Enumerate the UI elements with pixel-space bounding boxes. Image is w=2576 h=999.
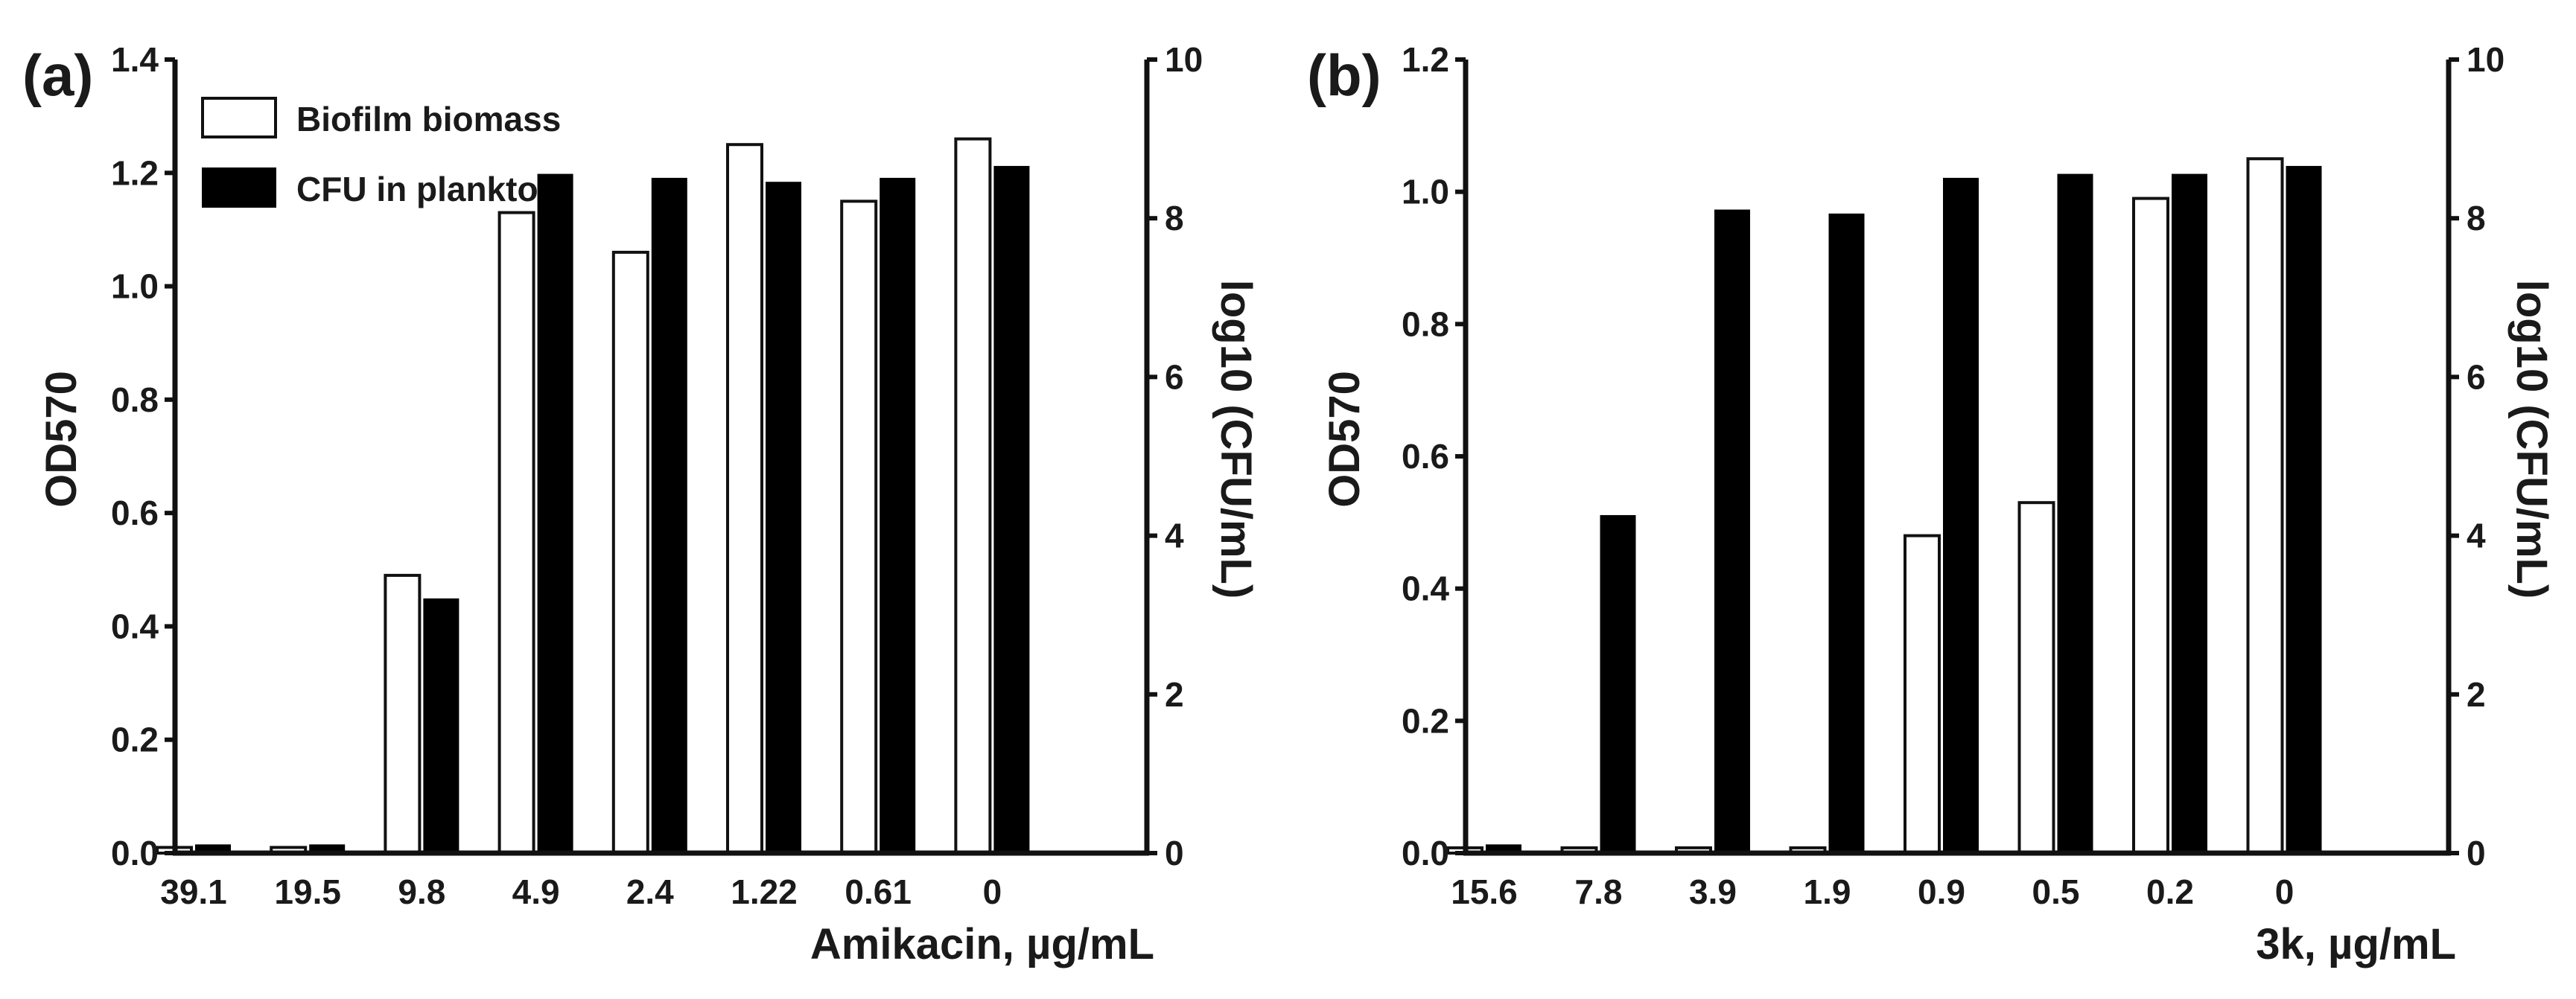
panel-b-y2-tick-label: 2 [2467,675,2486,714]
panel-b-bar-biofilm-4 [1904,534,1941,855]
panel-a-y2-tick-label: 0 [1165,834,1184,872]
panel-a-y-tick-label: 0.8 [111,380,159,419]
panel-a-y2-tick-label: 2 [1165,675,1184,714]
panel-b-x-tick-label: 15.6 [1451,872,1518,911]
panel-a-x-axis-title: Amikacin, µg/mL [810,920,1154,968]
panel-b-y-tick-label: 1.2 [1402,40,1449,79]
panel-b-y2-axis-title: log10 (CFU/mL) [2507,280,2556,599]
panel-a-bar-cfu-4 [651,177,687,854]
panel-b-x-tick-label: 0.9 [1918,872,1965,911]
panel-a: (a) OD570 log10 (CFU/mL) Amikacin, µg/mL… [22,40,1260,968]
panel-b-y2-tick-label: 10 [2467,40,2505,79]
panel-a-y-tick-label: 1.4 [111,40,159,79]
panel-a-y-tick-label: 0.6 [111,494,159,532]
panel-a-x-tick-label: 4.9 [512,872,560,911]
panel-a-x-tick-label: 9.8 [398,872,445,911]
panel-a-bar-biofilm-3 [497,211,535,855]
panel-a-x-tick-label: 0 [983,872,1002,911]
panel-a-x-tick-label: 39.1 [160,872,227,911]
panel-b-y-axis-title: OD570 [1320,371,1369,508]
panel-b-y-tick-label: 0.8 [1402,304,1449,343]
panel-b-bar-cfu-5 [2057,173,2093,854]
panel-b-y2-tick-label: 0 [2467,834,2486,872]
panel-a-bar-cfu-7 [993,165,1030,855]
panel-a-bar-biofilm-4 [611,250,649,855]
panel-a-bar-biofilm-6 [840,200,878,855]
legend-swatch-cfu [202,167,276,208]
panel-a-y-tick-label: 0.2 [111,721,159,759]
panel-b-y2-tick-label: 8 [2467,199,2486,237]
panel-b-bar-cfu-6 [2172,173,2207,854]
legend-label-cfu: CFU in plankton [296,170,559,208]
panel-b-y2-tick-label: 4 [2467,517,2486,555]
panel-a-x-tick-label: 19.5 [274,872,341,911]
panel-b-bar-cfu-7 [2286,165,2322,855]
panel-a-y-tick-label: 0.0 [111,834,159,872]
legend-label-biofilm: Biofilm biomass [296,100,561,138]
panel-a-label: (a) [22,42,93,108]
panel-a-bar-biofilm-2 [384,573,422,855]
panel-b-bar-biofilm-6 [2132,197,2169,855]
panel-b-x-tick-label: 0.5 [2032,872,2080,911]
panel-a-y2-tick-label: 10 [1165,40,1203,79]
panel-b-bar-biofilm-7 [2246,157,2284,855]
panel-b-x-tick-label: 0 [2275,872,2294,911]
panel-a-x-tick-label: 2.4 [626,872,674,911]
panel-a-bar-cfu-3 [537,173,573,854]
panel-b-x-tick-label: 7.8 [1575,872,1623,911]
panel-b-y2-tick-label: 6 [2467,357,2486,396]
panel-a-bar-cfu-6 [880,177,916,854]
panel-a-bar-biofilm-5 [726,143,763,855]
panel-b-x-tick-label: 0.2 [2146,872,2194,911]
panel-b-y-tick-label: 1.0 [1402,173,1449,211]
panel-a-y-tick-label: 1.0 [111,267,159,306]
panel-b-y-tick-label: 0.0 [1402,834,1449,872]
panel-a-y-axis-title: OD570 [37,371,86,508]
panel-b: (b) OD570 log10 (CFU/mL) 3k, µg/mL 0.0 0.… [1307,40,2556,968]
panel-b-y-tick-label: 0.2 [1402,701,1449,740]
panel-b-y-tick-label: 0.6 [1402,437,1449,476]
panel-a-bar-cfu-2 [423,598,459,854]
panel-b-x-axis-title: 3k, µg/mL [2256,920,2456,968]
panel-a-legend: Biofilm biomass CFU in plankton [201,97,561,208]
panel-a-y2-tick-label: 4 [1165,517,1184,555]
panel-b-y-tick-label: 0.4 [1402,569,1449,608]
panel-b-bar-cfu-4 [1943,177,1979,854]
legend-swatch-biofilm [201,97,277,138]
panel-a-y-tick-label: 0.4 [111,607,159,645]
panel-b-x-tick-label: 1.9 [1804,872,1851,911]
panel-a-bar-biofilm-7 [954,137,992,855]
panel-a-y2-axis-title: log10 (CFU/mL) [1212,280,1260,599]
panel-b-x-tick-label: 3.9 [1689,872,1737,911]
panel-a-y-tick-label: 1.2 [111,153,159,192]
panel-a-bar-cfu-5 [766,182,801,855]
panel-a-x-tick-label: 1.22 [731,872,798,911]
panel-b-label: (b) [1307,42,1381,108]
panel-a-y2-tick-label: 6 [1165,357,1184,396]
panel-a-x-tick-label: 0.61 [845,872,912,911]
panel-a-y2-tick-label: 8 [1165,199,1184,237]
panel-b-bar-cfu-2 [1714,209,1750,855]
panel-b-bar-cfu-1 [1600,514,1636,854]
panel-b-bar-cfu-3 [1828,213,1865,854]
panel-b-bar-biofilm-5 [2017,501,2055,855]
